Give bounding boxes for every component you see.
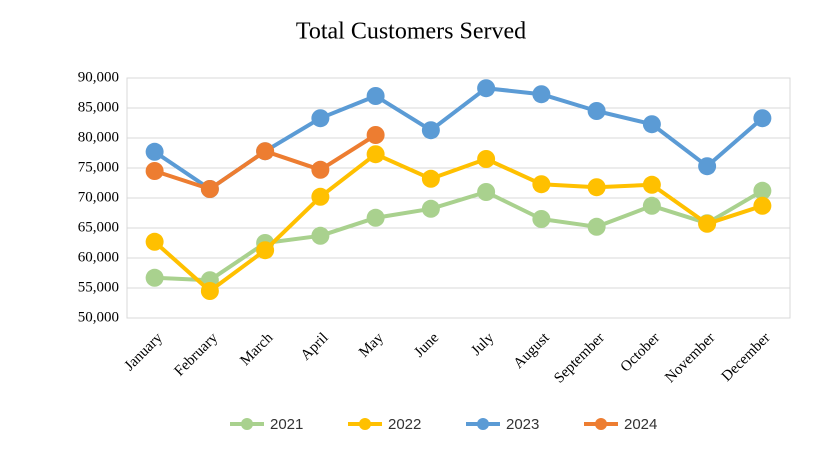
x-tick-label: December <box>719 330 774 385</box>
point <box>311 187 330 206</box>
point <box>587 178 606 197</box>
legend-text: 2024 <box>624 416 657 433</box>
plot-frame <box>126 77 791 319</box>
y-tick-label: 90,000 <box>78 69 119 85</box>
y-tick-label: 55,000 <box>78 279 119 295</box>
legend-text: 2021 <box>270 416 303 433</box>
series-line <box>154 189 764 283</box>
legend-text: 2022 <box>388 416 421 433</box>
y-tick-label: 50,000 <box>78 309 119 325</box>
point <box>366 87 385 105</box>
point <box>311 160 330 179</box>
point <box>477 150 496 168</box>
point <box>477 79 496 98</box>
x-tick-label: May <box>356 330 387 361</box>
point <box>421 121 440 140</box>
point <box>698 157 717 176</box>
point <box>366 145 385 164</box>
point <box>256 241 275 260</box>
point <box>753 181 772 200</box>
legend-text: 2023 <box>506 416 539 433</box>
point <box>587 102 606 120</box>
legend-marker <box>477 418 489 430</box>
point <box>366 208 385 227</box>
point <box>698 214 717 233</box>
x-tick-label: August <box>511 329 554 372</box>
y-tick-label: 75,000 <box>78 159 119 175</box>
point <box>421 199 440 218</box>
point <box>532 210 551 228</box>
point <box>477 183 496 201</box>
point <box>311 226 330 245</box>
y-tick-label: 60,000 <box>78 249 119 265</box>
chart-title: Total Customers Served <box>296 19 526 45</box>
x-tick-label: November <box>662 330 718 386</box>
y-tick-label: 70,000 <box>78 189 119 205</box>
y-tick-label: 65,000 <box>78 219 119 235</box>
point <box>421 169 440 188</box>
x-tick-label: June <box>411 330 442 361</box>
x-tick-label: October <box>618 330 663 375</box>
point <box>311 109 330 128</box>
point <box>642 196 661 215</box>
point <box>200 282 219 300</box>
x-tick-label: September <box>551 330 608 387</box>
y-tick-label: 85,000 <box>78 99 119 115</box>
x-tick-label: January <box>122 330 167 375</box>
x-tick-label: July <box>468 330 497 359</box>
point <box>532 175 551 194</box>
x-tick-label: April <box>298 330 332 364</box>
legend-marker <box>359 418 371 430</box>
x-tick-label: February <box>172 330 222 380</box>
point <box>200 180 219 198</box>
legend-marker <box>595 418 607 430</box>
legend-marker <box>241 418 253 430</box>
series-line <box>153 152 763 293</box>
point <box>753 109 772 128</box>
point <box>587 217 606 236</box>
series-line <box>153 86 764 191</box>
point <box>642 175 661 194</box>
point <box>145 142 164 161</box>
point <box>753 196 772 215</box>
point <box>145 232 164 251</box>
point <box>532 85 551 104</box>
point <box>642 115 661 134</box>
y-tick-label: 80,000 <box>78 129 119 145</box>
point <box>145 268 164 287</box>
point <box>366 126 385 144</box>
x-tick-label: March <box>237 330 276 369</box>
point <box>256 142 275 161</box>
point <box>145 162 164 180</box>
